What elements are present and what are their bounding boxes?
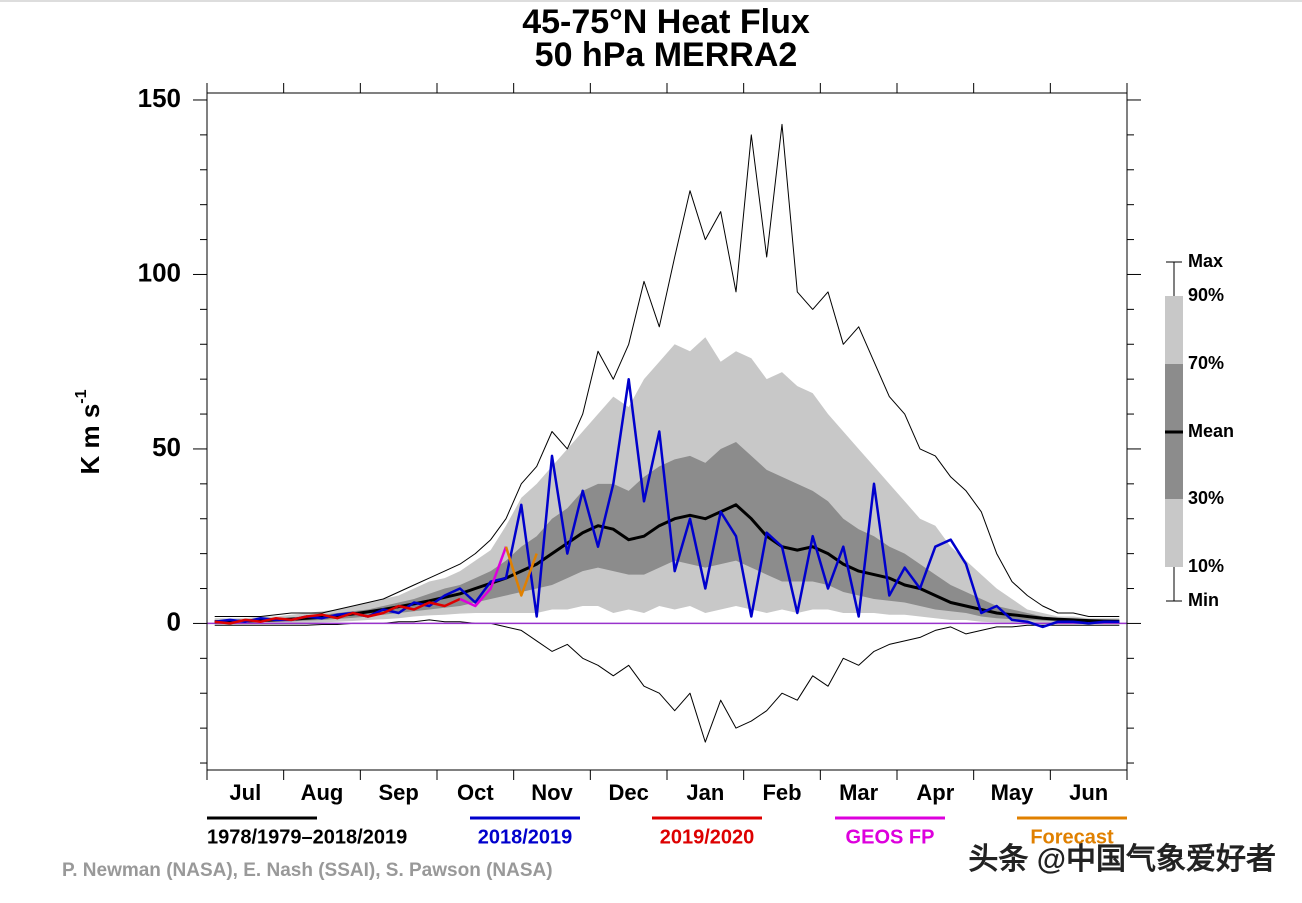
- series-line: [214, 503, 1120, 624]
- x-tick-label: Jul: [229, 780, 261, 805]
- x-tick-label: Mar: [839, 780, 879, 805]
- legend-label: 2018/2019: [478, 826, 573, 848]
- min-line: [214, 619, 1120, 743]
- y-axis-label-sup: -1: [73, 389, 90, 403]
- key-label: 10%: [1188, 556, 1224, 576]
- x-tick-label: Jun: [1069, 780, 1108, 805]
- key-label: Min: [1188, 590, 1219, 610]
- band-30-70: [214, 441, 1120, 623]
- legend-label: Forecast: [1030, 826, 1114, 848]
- y-tick-label: 150: [138, 83, 181, 113]
- key-label: 70%: [1188, 353, 1224, 373]
- x-tick-label: Sep: [378, 780, 418, 805]
- key-label: 90%: [1188, 285, 1224, 305]
- chart-title: 45-75°N Heat Flux: [522, 3, 810, 41]
- x-tick-label: Apr: [916, 780, 954, 805]
- key-label: Mean: [1188, 421, 1234, 441]
- key-label: Max: [1188, 251, 1223, 271]
- x-tick-label: Dec: [608, 780, 648, 805]
- x-tick-label: Aug: [301, 780, 344, 805]
- x-tick-label: May: [991, 780, 1035, 805]
- x-tick-label: Feb: [762, 780, 801, 805]
- y-tick-label: 100: [138, 257, 181, 287]
- watermark: 头条 @中国气象爱好者: [968, 843, 1276, 876]
- x-tick-label: Jan: [686, 780, 724, 805]
- y-tick-label: 50: [152, 432, 181, 462]
- credit: P. Newman (NASA), E. Nash (SSAI), S. Paw…: [62, 860, 553, 881]
- y-axis-label: K m s-1: [73, 389, 105, 474]
- legend-label: GEOS FP: [846, 826, 935, 848]
- x-tick-label: Nov: [531, 780, 573, 805]
- legend-label: 1978/1979–2018/2019: [207, 826, 407, 848]
- top-border: [0, 0, 1302, 2]
- max-line: [214, 123, 1120, 617]
- y-tick-label: 0: [167, 606, 181, 636]
- y-axis-label-text: K m s: [75, 404, 105, 475]
- chart-subtitle: 50 hPa MERRA2: [535, 36, 798, 74]
- x-tick-label: Oct: [457, 780, 494, 805]
- series-line: [214, 597, 461, 625]
- series-line: [504, 546, 538, 597]
- key-label: 30%: [1188, 488, 1224, 508]
- series-line: [459, 546, 508, 608]
- legend-label: 2019/2020: [660, 826, 755, 848]
